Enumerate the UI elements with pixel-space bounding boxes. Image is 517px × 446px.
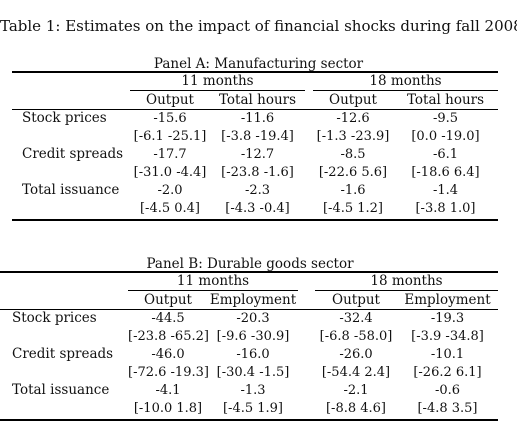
panel-a-bottom-rule (12, 219, 498, 221)
estimate-cell: -2.0 (157, 183, 183, 198)
panel-a-group-11-months: 11 months (181, 73, 254, 89)
interval-cell: [-4.8 3.5] (417, 401, 478, 416)
estimate-cell: -1.4 (432, 183, 459, 198)
estimate-cell: -15.6 (153, 111, 187, 126)
row-label: Total issuance (22, 182, 120, 198)
interval-cell: [-3.8 1.0] (415, 201, 476, 216)
panel-a-group-rule-11 (130, 90, 305, 91)
estimate-cell: -1.6 (340, 183, 366, 198)
interval-cell: [0.0 -19.0] (411, 129, 480, 144)
estimate-cell: -2.3 (244, 183, 271, 198)
panel-a-col-header: Output (329, 92, 377, 108)
panel-a-group-18-months: 18 months (369, 73, 442, 89)
panel-b-group-rule-18 (315, 290, 498, 291)
panel-b-group-rule-11 (128, 290, 298, 291)
panel-a-title: Panel A: Manufacturing sector (153, 56, 364, 72)
estimate-cell: -1.3 (240, 383, 266, 398)
estimate-cell: -19.3 (430, 311, 465, 326)
estimate-cell: -46.0 (151, 347, 185, 362)
estimate-cell: -2.1 (343, 383, 369, 398)
panel-a-col-header: Output (146, 92, 194, 108)
interval-cell: [-9.6 -30.9] (216, 329, 290, 344)
interval-cell: [-23.8 -1.6] (221, 165, 294, 180)
table-caption: Table 1: Estimates on the impact of fina… (0, 17, 517, 35)
panel-b-group-18-months: 18 months (370, 273, 443, 289)
panel-b-top-rule (0, 271, 498, 273)
interval-cell: [-6.8 -58.0] (319, 329, 393, 344)
panel-b-group-11-months: 11 months (176, 273, 250, 289)
interval-cell: [-4.3 -0.4] (225, 201, 290, 216)
row-label: Stock prices (22, 110, 107, 126)
estimate-cell: -26.0 (339, 347, 373, 362)
panel-a-header-rule (12, 109, 498, 110)
estimate-cell: -9.5 (432, 111, 459, 126)
interval-cell: [-22.6 5.6] (318, 165, 388, 180)
estimate-cell: -10.1 (430, 347, 465, 362)
interval-cell: [-4.5 1.2] (322, 201, 384, 216)
interval-cell: [-54.4 2.4] (321, 365, 391, 380)
panel-b-col-header: Employment (404, 292, 491, 308)
estimate-cell: -12.6 (336, 111, 370, 126)
interval-cell: [-26.2 6.1] (413, 365, 482, 380)
panel-a-top-rule (12, 71, 498, 73)
interval-cell: [-18.6 6.4] (411, 165, 480, 180)
panel-b-bottom-rule (0, 419, 498, 421)
row-label: Credit spreads (12, 346, 114, 362)
estimate-cell: -17.7 (153, 147, 187, 162)
panel-b-header-rule (0, 309, 498, 310)
panel-a-col-header: Total hours (218, 92, 297, 108)
panel-b-title: Panel B: Durable goods sector (146, 256, 354, 272)
interval-cell: [-10.0 1.8] (133, 401, 203, 416)
estimate-cell: -20.3 (236, 311, 270, 326)
estimate-cell: -44.5 (151, 311, 185, 326)
interval-cell: [-8.8 4.6] (325, 401, 387, 416)
interval-cell: [-4.5 0.4] (139, 201, 201, 216)
estimate-cell: -16.0 (236, 347, 270, 362)
estimate-cell: -8.5 (340, 147, 366, 162)
estimate-cell: -12.7 (240, 147, 275, 162)
estimate-cell: -0.6 (434, 383, 461, 398)
estimate-cell: -4.1 (155, 383, 181, 398)
panel-b-col-header: Employment (209, 292, 297, 308)
panel-b-col-header: Output (144, 292, 192, 308)
row-label: Stock prices (12, 310, 97, 326)
estimate-cell: -11.6 (240, 111, 275, 126)
panel-b-col-header: Output (332, 292, 380, 308)
interval-cell: [-31.0 -4.4] (133, 165, 207, 180)
interval-cell: [-1.3 -23.9] (316, 129, 390, 144)
estimate-cell: -32.4 (339, 311, 373, 326)
row-label: Credit spreads (22, 146, 124, 162)
row-label: Total issuance (12, 382, 110, 398)
interval-cell: [-3.8 -19.4] (221, 129, 294, 144)
interval-cell: [-4.5 1.9] (222, 401, 284, 416)
interval-cell: [-6.1 -25.1] (133, 129, 207, 144)
estimate-cell: -6.1 (432, 147, 459, 162)
interval-cell: [-30.4 -1.5] (216, 365, 290, 380)
interval-cell: [-3.9 -34.8] (411, 329, 484, 344)
panel-a-group-rule-18 (313, 90, 498, 91)
interval-cell: [-23.8 -65.2] (128, 329, 209, 344)
panel-a-col-header: Total hours (406, 92, 485, 108)
interval-cell: [-72.6 -19.3] (128, 365, 209, 380)
